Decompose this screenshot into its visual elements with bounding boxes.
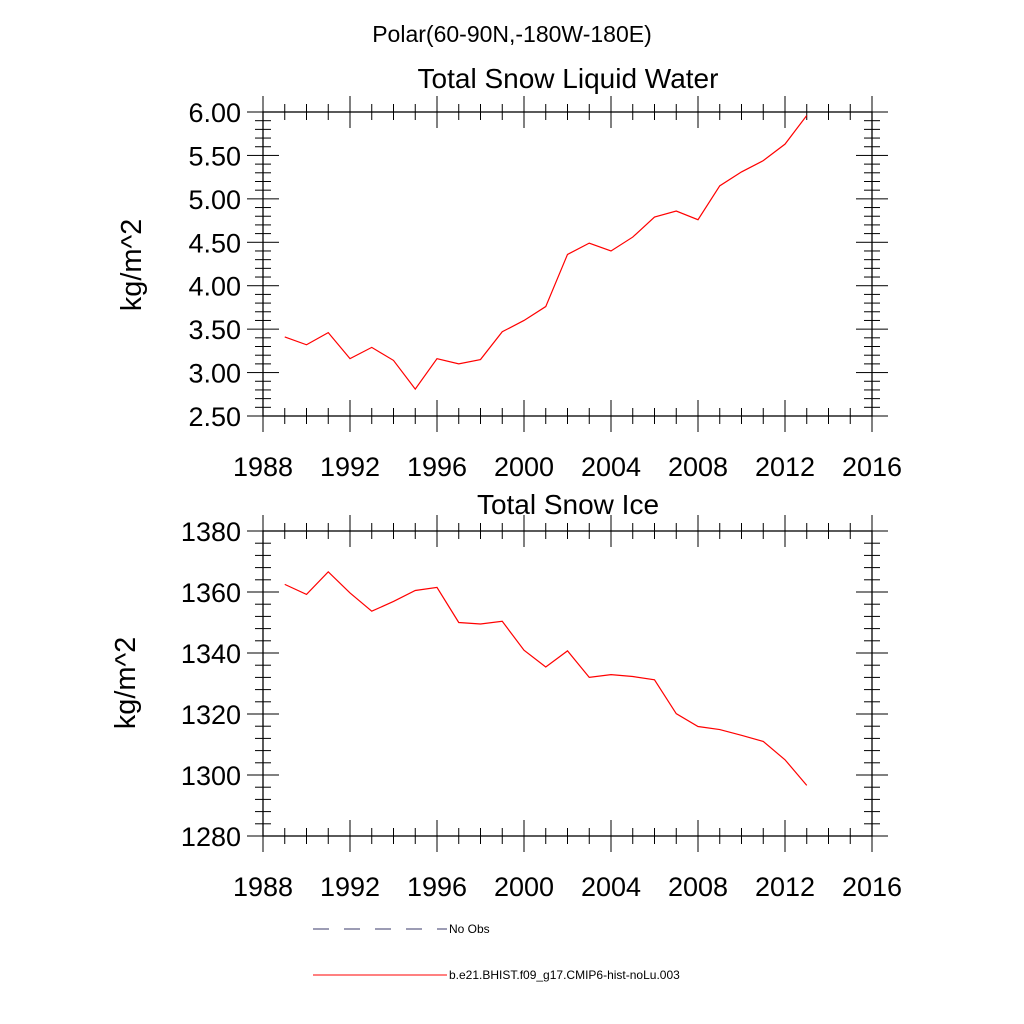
- panel-snow-ice: Total Snow Ice kg/m^2 1988 1992 1996 2000 20…: [110, 489, 902, 902]
- y-tick-label: 4.00: [188, 272, 241, 302]
- x-tick-label: 2016: [842, 452, 902, 482]
- x-tick-label: 1988: [233, 452, 293, 482]
- x-tick-label: 1992: [320, 452, 380, 482]
- legend: No Obs b.e21.BHIST.f09_g17.CMIP6-hist-no…: [313, 922, 680, 982]
- x-tick-label: 2000: [494, 872, 554, 902]
- series-line: [284, 115, 808, 391]
- x-tick-label: 1992: [320, 872, 380, 902]
- y-tick-label: 6.00: [188, 98, 241, 128]
- y-tick-label: 2.50: [188, 402, 241, 432]
- plot-frame: [262, 530, 873, 837]
- series-line: [284, 571, 808, 786]
- y-axis-label: kg/m^2: [110, 637, 142, 730]
- x-tick-label: 2012: [755, 872, 815, 902]
- y-tick-label: 1280: [181, 822, 241, 852]
- y-axis-label: kg/m^2: [116, 219, 148, 312]
- x-tick-label: 2004: [581, 872, 641, 902]
- y-tick-label: 5.50: [188, 141, 241, 171]
- panel-snow-liquid-water: Total Snow Liquid Water kg/m^2 1988 1992 1…: [116, 63, 902, 482]
- y-tick-label: 1380: [181, 517, 241, 547]
- x-tick-label: 1996: [407, 452, 467, 482]
- y-tick-label: 1320: [181, 700, 241, 730]
- legend-label-model: b.e21.BHIST.f09_g17.CMIP6-hist-noLu.003: [449, 968, 680, 982]
- legend-label-no-obs: No Obs: [449, 922, 490, 936]
- x-tick-label: 2016: [842, 872, 902, 902]
- y-tick-label: 1340: [181, 639, 241, 669]
- x-tick-label: 2008: [668, 872, 728, 902]
- y-tick-label: 3.50: [188, 315, 241, 345]
- y-tick-label: 1360: [181, 578, 241, 608]
- plot-frame: [262, 111, 873, 417]
- y-tick-label: 3.00: [188, 359, 241, 389]
- x-tick-label: 1988: [233, 872, 293, 902]
- figure-suptitle: Polar(60-90N,-180W-180E): [372, 21, 652, 47]
- x-tick-label: 2000: [494, 452, 554, 482]
- x-tick-label: 2004: [581, 452, 641, 482]
- x-tick-label: 1996: [407, 872, 467, 902]
- y-tick-label: 1300: [181, 761, 241, 791]
- panel-title: Total Snow Liquid Water: [418, 63, 719, 94]
- x-tick-label: 2012: [755, 452, 815, 482]
- panel-title: Total Snow Ice: [477, 489, 659, 520]
- y-tick-label: 5.00: [188, 185, 241, 215]
- y-tick-label: 4.50: [188, 228, 241, 258]
- x-tick-label: 2008: [668, 452, 728, 482]
